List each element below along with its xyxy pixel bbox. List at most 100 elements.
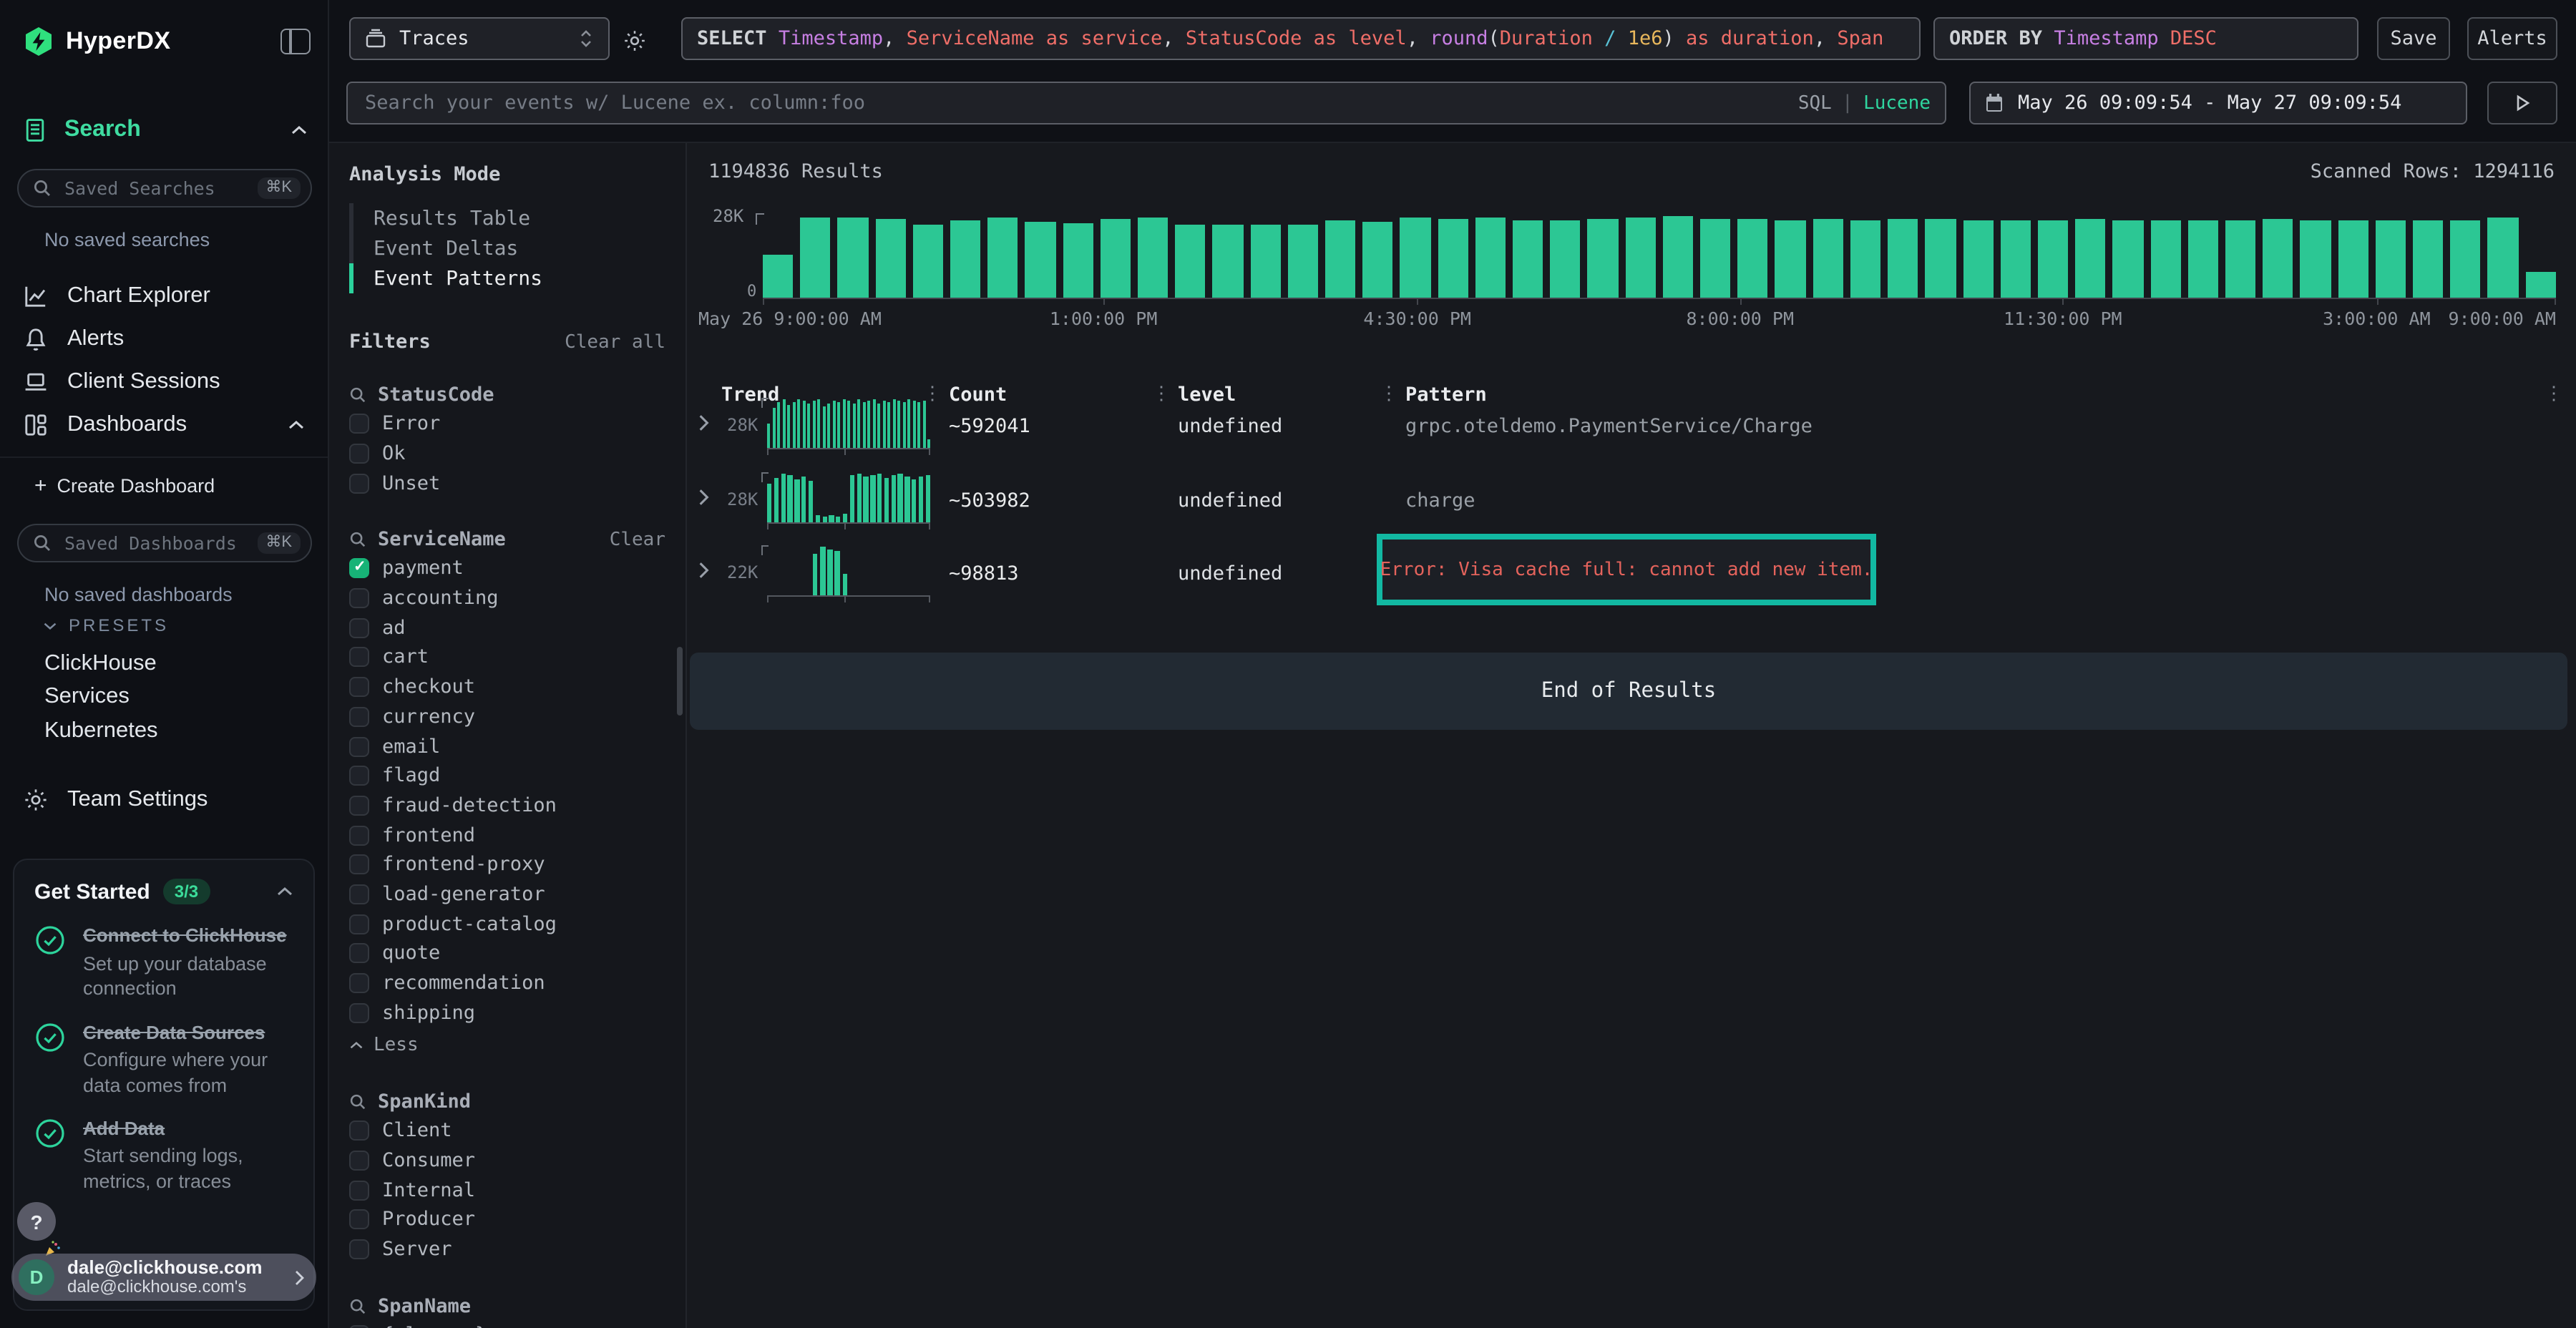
filter-option-fraud-detection[interactable]: fraud-detection [349, 791, 665, 820]
checkbox[interactable] [349, 706, 369, 727]
checkbox[interactable] [349, 884, 369, 904]
histogram-bar[interactable] [1662, 216, 1694, 298]
filter-option-quote[interactable]: quote [349, 939, 665, 968]
histogram-bar[interactable] [763, 254, 794, 298]
kebab-menu-icon[interactable]: ⋮ [1380, 384, 1398, 405]
analysis-mode-results-table[interactable]: Results Table [349, 203, 665, 233]
checkbox[interactable] [349, 914, 369, 934]
kebab-menu-icon[interactable]: ⋮ [923, 384, 942, 405]
checkbox[interactable] [349, 414, 369, 434]
column-header-level[interactable]: level [1178, 384, 1236, 406]
filter-option-recommendation[interactable]: recommendation [349, 968, 665, 997]
histogram-bar[interactable] [1362, 222, 1393, 298]
histogram-bar[interactable] [1025, 222, 1056, 298]
filter-option-internal[interactable]: Internal [349, 1176, 665, 1205]
user-account-chip[interactable]: D dale@clickhouse.com dale@clickhouse.co… [11, 1254, 316, 1301]
checkbox[interactable] [349, 647, 369, 668]
histogram-bar[interactable] [1287, 225, 1319, 298]
filter-option-flagd[interactable]: flagd [349, 761, 665, 791]
histogram-bar[interactable] [1325, 220, 1356, 298]
analysis-mode-event-deltas[interactable]: Event Deltas [349, 233, 665, 263]
histogram-bar[interactable] [2412, 220, 2444, 298]
search-icon[interactable] [349, 1093, 366, 1110]
histogram-bar[interactable] [1587, 219, 1619, 298]
search-icon[interactable] [349, 386, 366, 404]
filter-option-payment[interactable]: payment [349, 554, 665, 583]
sidebar-item-chart-explorer[interactable]: Chart Explorer [0, 275, 328, 318]
preset-item-clickhouse[interactable]: ClickHouse [44, 650, 157, 675]
filter-panel-scrollbar[interactable] [677, 647, 683, 716]
histogram-bar[interactable] [1963, 220, 1994, 298]
analysis-mode-event-patterns[interactable]: Event Patterns [349, 263, 665, 293]
sidebar-item-search[interactable]: Search [23, 117, 308, 143]
pattern-row[interactable]: 22K ~98813 undefined Error: Visa cache full… [687, 534, 2576, 612]
histogram-bar[interactable] [1700, 219, 1731, 298]
alerts-button[interactable]: Alerts [2467, 17, 2557, 60]
histogram-bar[interactable] [1925, 219, 1956, 298]
histogram-bar[interactable] [1475, 218, 1506, 298]
checkbox[interactable] [349, 1209, 369, 1230]
results-histogram[interactable] [763, 215, 2556, 299]
filter-option-shipping[interactable]: shipping [349, 998, 665, 1027]
clear-filter-link[interactable]: Clear [609, 529, 665, 551]
checkbox[interactable] [349, 766, 369, 786]
histogram-bar[interactable] [1513, 220, 1543, 298]
chevron-up-icon[interactable] [288, 419, 305, 431]
checkbox[interactable] [349, 1239, 369, 1260]
checkbox[interactable] [349, 854, 369, 875]
histogram-bar[interactable] [2263, 219, 2293, 298]
histogram-bar[interactable] [1063, 223, 1093, 298]
histogram-bar[interactable] [2338, 220, 2368, 298]
histogram-bar[interactable] [1400, 218, 1431, 298]
histogram-bar[interactable] [2525, 272, 2556, 298]
sql-select-editor[interactable]: SELECT Timestamp, ServiceName as service… [681, 17, 1921, 60]
histogram-bar[interactable] [2000, 220, 2031, 298]
checkbox[interactable] [349, 588, 369, 609]
filter-option-email[interactable]: email [349, 731, 665, 761]
get-started-step[interactable]: Create Data Sources Configure where your … [34, 1021, 293, 1098]
histogram-bar[interactable] [950, 220, 981, 298]
filter-option-unset[interactable]: Unset [349, 469, 665, 498]
histogram-bar[interactable] [1625, 218, 1656, 298]
histogram-bar[interactable] [837, 218, 869, 298]
sidebar-item-client-sessions[interactable]: Client Sessions [0, 361, 328, 404]
expand-row-chevron-icon[interactable] [696, 561, 711, 580]
create-dashboard-button[interactable]: + Create Dashboard [34, 474, 215, 498]
filter-option-ad[interactable]: ad [349, 613, 665, 643]
preset-item-services[interactable]: Services [44, 684, 130, 709]
histogram-bar[interactable] [2150, 220, 2181, 298]
filter-option-currency[interactable]: currency [349, 702, 665, 731]
histogram-bar[interactable] [2075, 219, 2106, 298]
checkbox[interactable] [349, 973, 369, 994]
pattern-row[interactable]: 28K ~592041 undefined grpc.oteldemo.Payment… [687, 391, 2576, 465]
checkbox[interactable] [349, 617, 369, 638]
histogram-bar[interactable] [800, 218, 831, 298]
histogram-bar[interactable] [2037, 220, 2069, 298]
date-range-picker[interactable]: May 26 09:09:54 - May 27 09:09:54 [1969, 82, 2467, 125]
gear-icon[interactable] [623, 29, 647, 53]
help-button[interactable]: ? [17, 1202, 56, 1241]
checkbox[interactable] [349, 736, 369, 757]
histogram-bar[interactable] [2187, 220, 2218, 298]
sidebar-item-alerts[interactable]: Alerts [0, 318, 328, 361]
histogram-bar[interactable] [1175, 225, 1206, 298]
search-icon[interactable] [349, 531, 366, 548]
histogram-bar[interactable] [1888, 219, 1918, 298]
column-header-trend[interactable]: Trend [721, 384, 780, 406]
checkbox[interactable] [349, 943, 369, 964]
filter-option-product-catalog[interactable]: product-catalog [349, 909, 665, 939]
filter-option-load-generator[interactable]: load-generator [349, 879, 665, 909]
histogram-bar[interactable] [2450, 220, 2481, 298]
chevron-up-icon[interactable] [291, 125, 308, 136]
source-select[interactable]: Traces [349, 17, 610, 60]
presets-toggle[interactable]: PRESETS [43, 615, 169, 635]
checkbox[interactable] [349, 444, 369, 464]
get-started-step[interactable]: Add Data Start sending logs, metrics, or … [34, 1118, 293, 1194]
filter-option-cart[interactable]: cart [349, 643, 665, 672]
checkbox[interactable] [349, 1120, 369, 1141]
table-options-kebab-icon[interactable]: ⋮ [2545, 384, 2563, 405]
checkbox[interactable] [349, 1151, 369, 1171]
histogram-bar[interactable] [1438, 219, 1468, 298]
search-icon[interactable] [349, 1297, 366, 1314]
histogram-bar[interactable] [1775, 220, 1806, 298]
